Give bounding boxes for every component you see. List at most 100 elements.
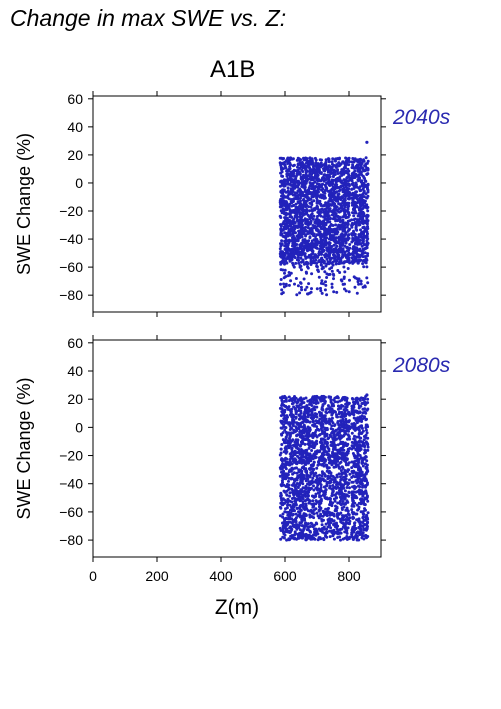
data-point: [290, 500, 294, 504]
data-point: [339, 198, 343, 201]
data-point: [297, 193, 301, 197]
data-point: [344, 237, 348, 241]
data-point: [330, 182, 334, 186]
data-point: [357, 235, 360, 239]
data-point: [339, 497, 343, 501]
data-point: [363, 284, 367, 288]
y-tick-label: −80: [59, 532, 83, 548]
data-point: [338, 271, 342, 274]
data-point: [354, 227, 358, 231]
data-point: [362, 518, 366, 522]
data-point: [291, 519, 295, 523]
data-point: [303, 228, 307, 232]
data-point: [357, 505, 361, 509]
data-point: [364, 156, 368, 160]
data-point: [360, 402, 364, 405]
data-point: [319, 514, 323, 518]
data-point: [358, 411, 362, 414]
data-point: [284, 244, 288, 247]
data-point: [310, 170, 314, 174]
data-point: [315, 165, 319, 169]
data-point: [316, 205, 319, 209]
data-point: [351, 485, 354, 489]
data-point: [319, 242, 323, 246]
data-point: [299, 256, 303, 260]
data-point: [282, 483, 286, 487]
data-point: [310, 247, 314, 251]
data-point: [325, 481, 329, 485]
data-point: [317, 201, 321, 205]
data-point: [361, 174, 365, 178]
data-point: [331, 428, 335, 431]
data-point: [324, 410, 328, 414]
data-point: [345, 170, 349, 174]
data-point: [310, 230, 314, 234]
data-point: [317, 527, 321, 531]
data-point: [292, 503, 296, 507]
data-point: [331, 263, 335, 267]
data-point: [301, 482, 305, 486]
data-point: [288, 494, 292, 498]
data-point: [320, 207, 324, 211]
data-point: [314, 256, 318, 259]
data-point: [314, 419, 318, 423]
data-point: [343, 193, 347, 197]
data-point: [310, 209, 314, 213]
data-point: [308, 156, 312, 160]
data-point: [286, 274, 290, 278]
data-point: [296, 256, 300, 259]
data-point: [316, 478, 320, 482]
data-point: [344, 473, 348, 477]
data-point: [286, 186, 290, 190]
data-point: [363, 415, 366, 419]
data-point: [317, 224, 320, 228]
data-point: [322, 249, 325, 253]
data-point: [282, 417, 286, 421]
data-point: [315, 265, 319, 269]
data-point: [283, 231, 287, 235]
data-point: [318, 210, 322, 214]
data-point: [291, 180, 295, 184]
data-point: [360, 252, 364, 256]
data-point: [290, 178, 294, 182]
data-point: [351, 208, 355, 212]
data-point: [360, 489, 364, 493]
data-point: [286, 194, 290, 198]
data-point: [325, 469, 329, 473]
data-point: [365, 483, 369, 486]
data-point: [346, 167, 350, 171]
data-point: [315, 182, 319, 186]
data-point: [335, 415, 339, 419]
y-tick-label: −80: [59, 287, 83, 303]
data-point: [297, 201, 301, 205]
data-point: [324, 283, 328, 287]
data-point: [325, 407, 329, 411]
data-point: [301, 248, 305, 252]
data-point: [330, 248, 334, 252]
data-point: [318, 397, 322, 401]
data-point: [330, 459, 334, 463]
data-point: [320, 291, 324, 295]
data-point: [289, 215, 293, 219]
data-point: [366, 237, 370, 241]
data-point: [282, 475, 286, 479]
data-point: [343, 492, 346, 496]
data-point: [292, 471, 296, 475]
data-point: [306, 232, 310, 236]
data-point: [328, 535, 332, 539]
data-point: [351, 182, 355, 186]
data-point: [342, 505, 346, 509]
data-point: [331, 532, 335, 536]
data-point: [335, 236, 339, 240]
data-point: [355, 435, 359, 439]
data-point: [316, 491, 320, 495]
data-point: [291, 222, 295, 226]
data-point: [315, 466, 319, 470]
data-point: [306, 244, 310, 248]
data-point: [314, 253, 317, 257]
data-point: [332, 238, 336, 241]
data-point: [294, 458, 298, 462]
data-point: [297, 232, 301, 236]
data-point: [288, 178, 291, 182]
data-point: [354, 398, 358, 401]
